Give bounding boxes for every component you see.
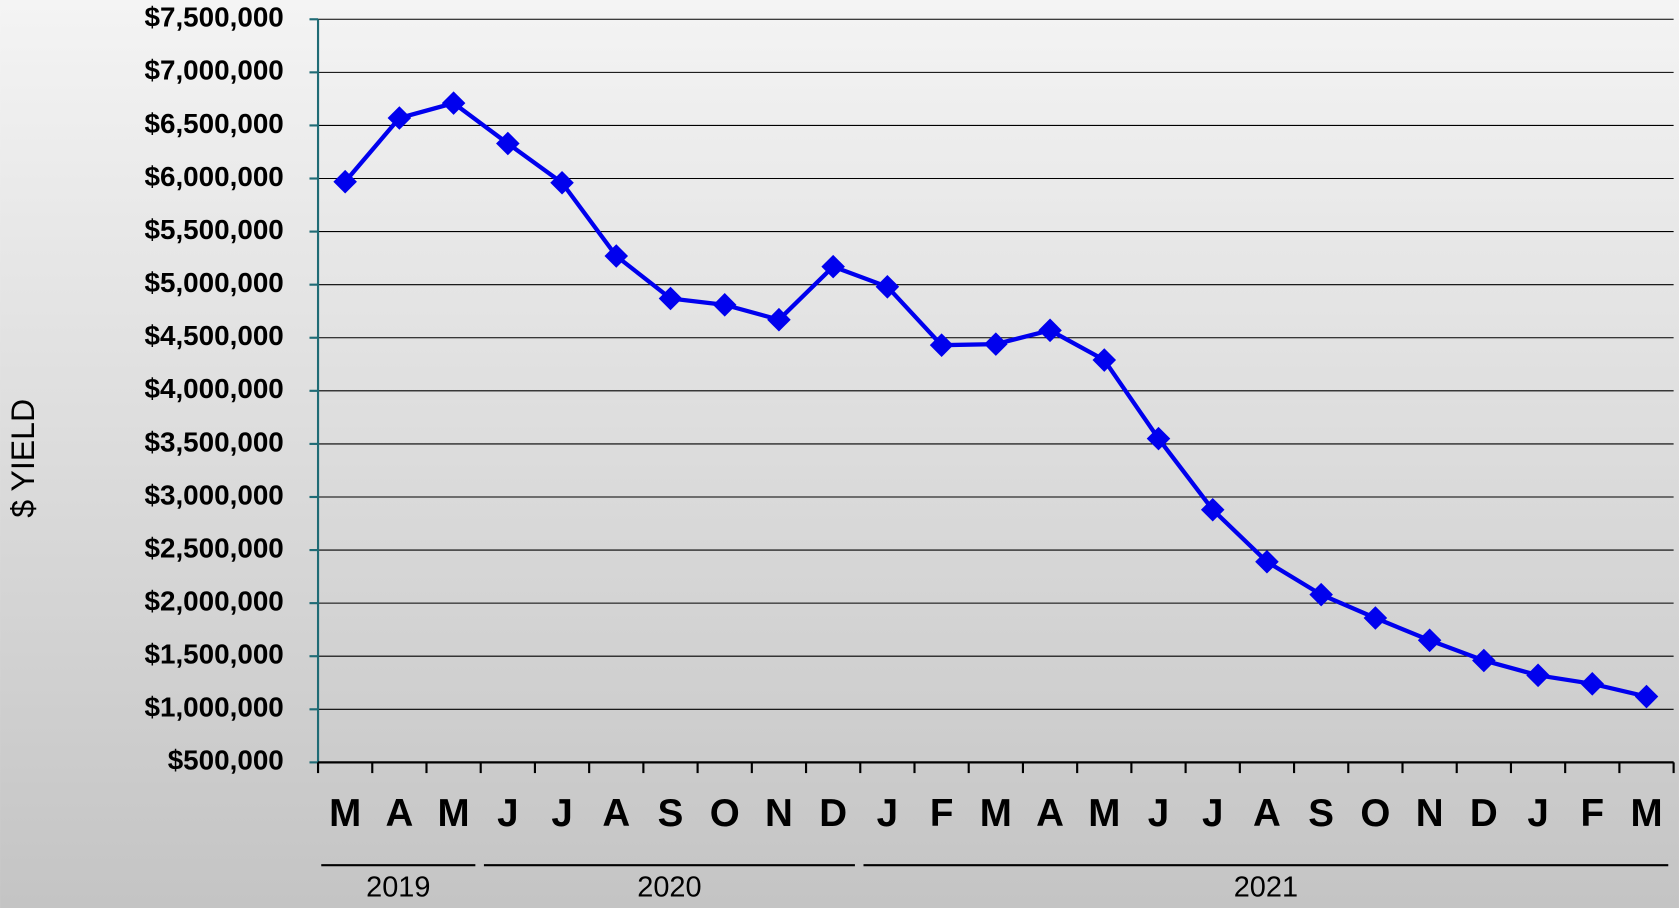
x-tick-label: J	[1148, 792, 1169, 835]
x-tick-label: F	[930, 792, 954, 835]
data-marker	[1038, 318, 1062, 343]
y-tick-label: $3,500,000	[144, 426, 283, 457]
x-tick-label: F	[1581, 792, 1605, 835]
x-tick-label: A	[1036, 792, 1064, 835]
data-marker	[333, 169, 357, 194]
data-marker	[1634, 684, 1659, 709]
x-tick-label: M	[1630, 792, 1662, 835]
data-marker	[1200, 497, 1225, 522]
data-marker	[1417, 628, 1442, 653]
y-tick-label: $500,000	[168, 745, 284, 776]
x-tick-label: A	[385, 792, 413, 835]
x-tick-label: D	[819, 792, 847, 835]
data-marker	[658, 286, 683, 311]
x-tick-label: J	[551, 792, 572, 835]
x-tick-label: S	[1308, 792, 1334, 835]
year-label: 2019	[366, 871, 430, 903]
y-tick-label: $2,000,000	[144, 586, 283, 617]
data-marker	[387, 106, 412, 130]
x-tick-label: S	[658, 792, 684, 835]
y-tick-label: $5,000,000	[144, 267, 283, 298]
y-tick-label: $4,500,000	[144, 320, 283, 351]
x-tick-label: O	[1360, 792, 1390, 835]
data-marker	[1526, 663, 1550, 688]
data-marker	[984, 332, 1008, 356]
y-tick-label: $6,500,000	[144, 108, 283, 139]
y-tick-label: $3,000,000	[144, 479, 283, 510]
y-tick-label: $5,500,000	[144, 214, 283, 245]
x-tick-label: M	[1088, 792, 1120, 835]
y-axis-label: $ YIELD	[5, 399, 41, 518]
y-tick-label: $1,000,000	[144, 692, 283, 723]
data-marker	[1092, 348, 1117, 372]
data-marker	[604, 244, 629, 268]
data-marker	[875, 275, 900, 299]
x-tick-label: J	[1202, 792, 1223, 835]
x-tick-label: O	[710, 792, 740, 835]
x-tick-label: D	[1470, 792, 1498, 835]
data-marker	[1146, 426, 1171, 451]
data-marker	[1472, 648, 1496, 673]
data-marker	[496, 131, 520, 156]
data-marker	[712, 293, 737, 317]
y-tick-label: $7,500,000	[144, 2, 283, 33]
data-marker	[821, 254, 845, 279]
year-label: 2020	[637, 871, 701, 903]
x-tick-label: M	[438, 792, 470, 835]
x-tick-label: J	[1527, 792, 1548, 835]
x-tick-label: N	[1416, 792, 1444, 835]
data-marker	[1363, 606, 1388, 630]
x-tick-label: J	[497, 792, 518, 835]
data-marker	[767, 307, 791, 332]
x-tick-label: J	[877, 792, 898, 835]
y-tick-label: $2,500,000	[144, 532, 283, 563]
y-tick-label: $1,500,000	[144, 639, 283, 670]
x-tick-label: N	[765, 792, 793, 835]
x-tick-label: A	[602, 792, 630, 835]
x-tick-label: M	[980, 792, 1012, 835]
year-label: 2021	[1234, 871, 1298, 903]
x-tick-label: A	[1253, 792, 1281, 835]
y-tick-label: $4,000,000	[144, 373, 283, 404]
data-marker	[1580, 672, 1605, 696]
y-tick-label: $6,000,000	[144, 161, 283, 192]
data-marker	[929, 333, 954, 357]
x-tick-label: M	[329, 792, 361, 835]
y-tick-label: $7,000,000	[144, 55, 283, 86]
data-marker	[441, 91, 466, 115]
data-marker	[1255, 549, 1279, 574]
data-marker	[1309, 582, 1333, 607]
